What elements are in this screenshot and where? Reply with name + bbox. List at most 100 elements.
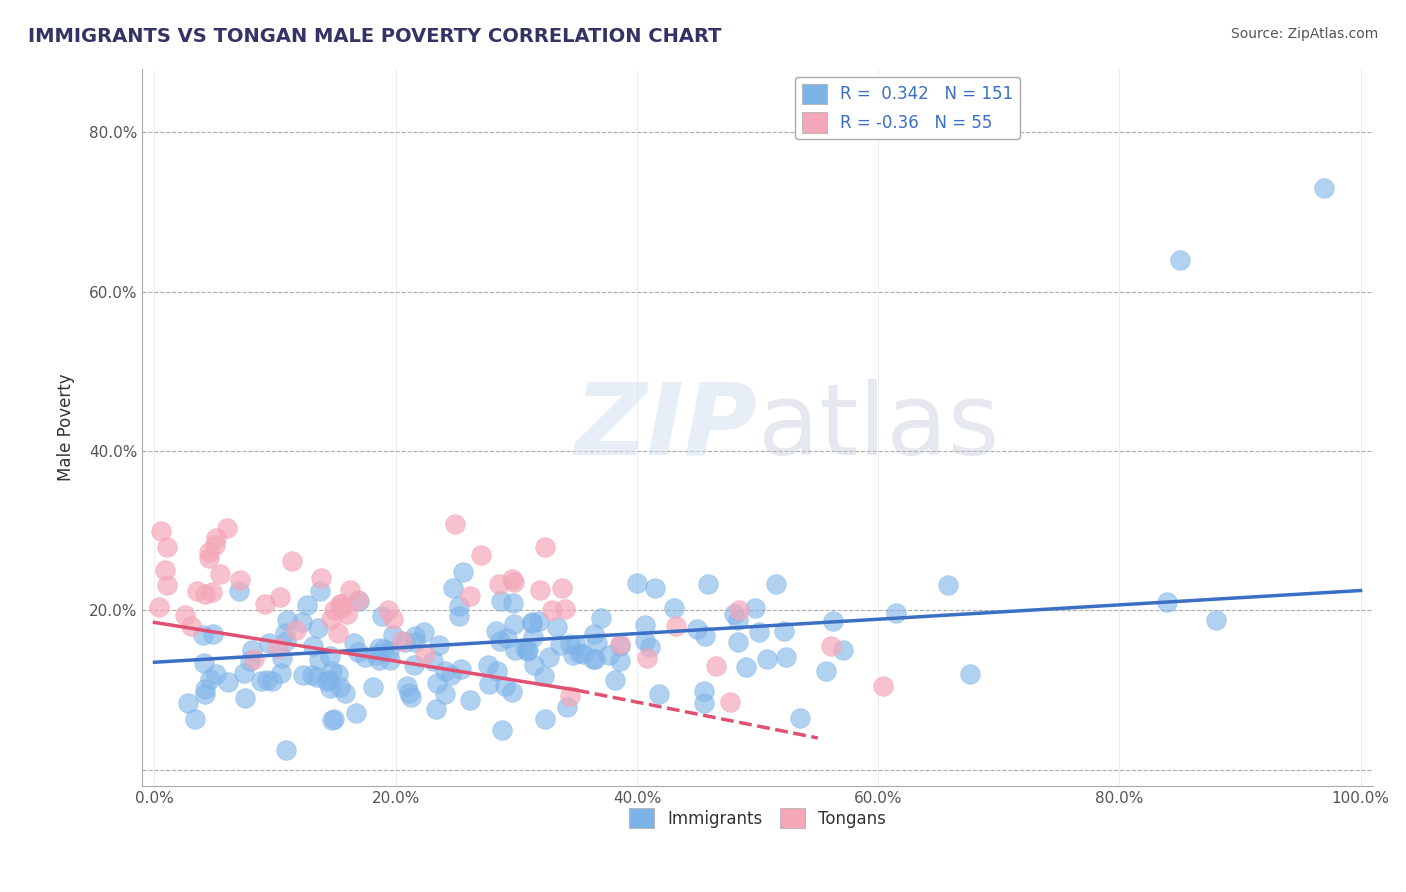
Point xyxy=(404,635,426,649)
Point xyxy=(488,577,510,591)
Point xyxy=(254,598,277,612)
Point xyxy=(744,600,766,615)
Point xyxy=(156,577,179,591)
Point xyxy=(546,620,568,634)
Point xyxy=(425,701,447,715)
Point xyxy=(572,647,595,661)
Point xyxy=(502,596,524,610)
Point xyxy=(285,623,308,637)
Point xyxy=(696,577,718,591)
Point xyxy=(184,713,207,727)
Point xyxy=(399,690,422,704)
Point xyxy=(1168,252,1191,267)
Point xyxy=(598,648,620,662)
Point xyxy=(820,640,842,654)
Point xyxy=(321,713,343,727)
Point xyxy=(155,540,177,554)
Point xyxy=(470,549,492,563)
Point xyxy=(233,665,256,680)
Point xyxy=(638,640,661,654)
Point xyxy=(727,613,749,627)
Point xyxy=(529,583,551,598)
Point xyxy=(326,667,349,681)
Point xyxy=(959,667,981,681)
Point xyxy=(502,575,524,590)
Point xyxy=(644,581,666,595)
Legend: Immigrants, Tongans: Immigrants, Tongans xyxy=(623,801,893,835)
Point xyxy=(485,624,508,639)
Point xyxy=(318,673,340,687)
Point xyxy=(370,609,392,624)
Point xyxy=(233,690,256,705)
Point xyxy=(648,687,671,701)
Point xyxy=(634,618,657,632)
Point xyxy=(315,674,337,689)
Point xyxy=(489,633,512,648)
Point xyxy=(537,649,560,664)
Point xyxy=(368,653,391,667)
Point xyxy=(204,538,226,552)
Point xyxy=(380,653,402,667)
Point xyxy=(723,607,745,621)
Point xyxy=(323,712,346,726)
Point xyxy=(217,675,239,690)
Point xyxy=(309,583,332,598)
Point xyxy=(228,583,250,598)
Point xyxy=(434,665,457,679)
Point xyxy=(775,649,797,664)
Point xyxy=(398,686,420,700)
Point xyxy=(270,666,292,681)
Point xyxy=(636,650,658,665)
Point xyxy=(148,600,170,615)
Point xyxy=(832,643,855,657)
Point xyxy=(936,577,959,591)
Point xyxy=(243,651,266,665)
Point xyxy=(257,635,280,649)
Point xyxy=(347,644,370,658)
Point xyxy=(728,603,751,617)
Point xyxy=(319,649,342,664)
Point xyxy=(335,686,357,700)
Point xyxy=(301,668,323,682)
Point xyxy=(502,617,524,632)
Point xyxy=(444,516,467,531)
Point xyxy=(297,598,319,612)
Point xyxy=(413,625,436,640)
Point xyxy=(149,524,172,538)
Point xyxy=(274,625,297,640)
Point xyxy=(501,685,523,699)
Point xyxy=(198,672,221,686)
Point xyxy=(558,637,581,651)
Point xyxy=(568,646,591,660)
Point xyxy=(321,664,343,678)
Point xyxy=(458,589,481,603)
Point xyxy=(426,676,449,690)
Point xyxy=(520,615,543,629)
Point xyxy=(308,653,330,667)
Point xyxy=(821,614,844,628)
Point xyxy=(329,597,352,611)
Point xyxy=(378,643,401,657)
Point xyxy=(522,630,544,644)
Point xyxy=(1156,594,1178,608)
Y-axis label: Male Poverty: Male Poverty xyxy=(58,374,75,481)
Point xyxy=(772,624,794,639)
Point xyxy=(382,628,405,642)
Point xyxy=(422,654,444,668)
Point xyxy=(276,634,298,648)
Point xyxy=(589,611,612,625)
Point xyxy=(565,638,588,652)
Point xyxy=(205,667,228,681)
Point xyxy=(748,624,770,639)
Point xyxy=(209,566,232,581)
Point xyxy=(516,643,538,657)
Point xyxy=(346,706,368,720)
Point xyxy=(634,634,657,648)
Point xyxy=(330,597,353,611)
Point xyxy=(307,622,329,636)
Point xyxy=(292,668,315,682)
Point xyxy=(191,628,214,642)
Point xyxy=(755,652,778,666)
Point xyxy=(198,545,221,559)
Point xyxy=(330,600,353,615)
